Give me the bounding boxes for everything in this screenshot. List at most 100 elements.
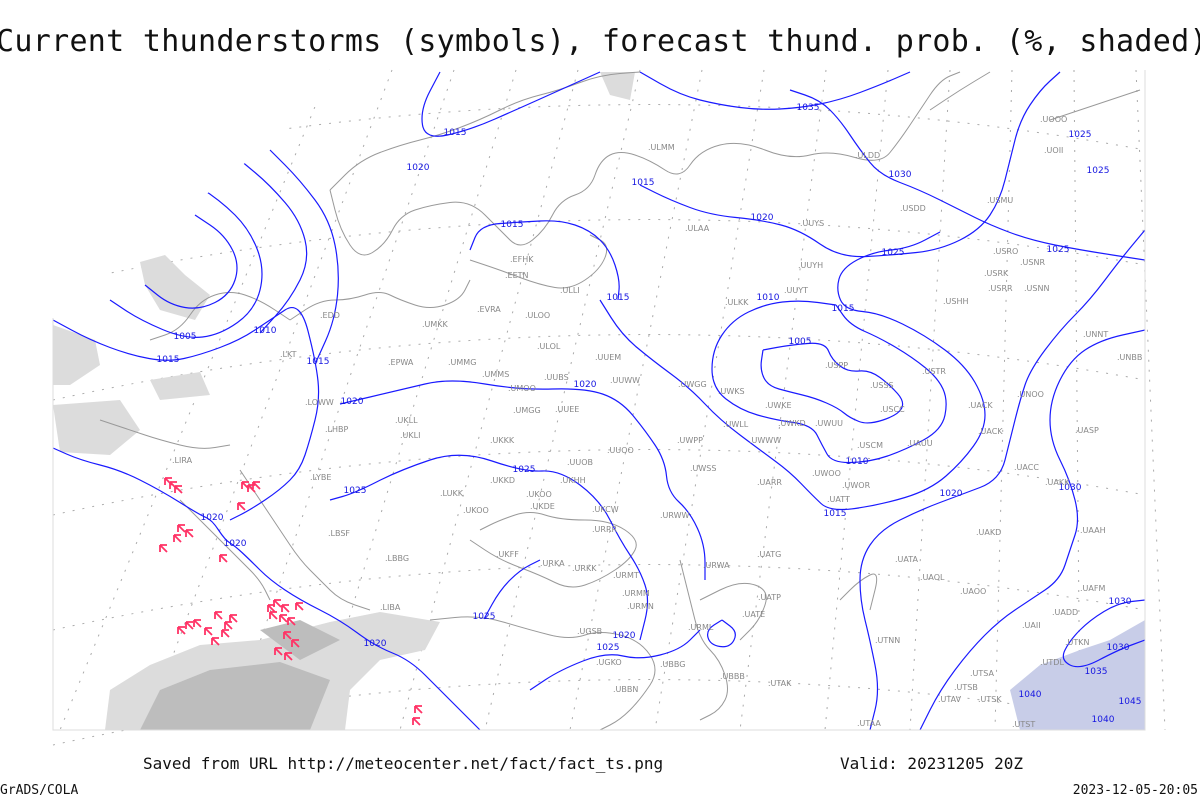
isobar-line xyxy=(599,231,986,511)
station-label: .UKKD xyxy=(490,476,515,485)
thunderstorm-symbol-icon xyxy=(274,647,283,656)
isobar-line xyxy=(329,454,649,641)
station-label: .ULOL xyxy=(537,342,561,351)
station-label: .UBBN xyxy=(613,685,638,694)
station-label: .USRR xyxy=(988,284,1013,293)
station-label: .UMMS xyxy=(482,370,509,379)
probability-area xyxy=(600,72,635,100)
isobar-label: 1015 xyxy=(157,355,180,365)
station-label: .UATP xyxy=(758,593,781,602)
valid-time: Valid: 20231205 20Z xyxy=(840,754,1024,773)
isobar-label: 1020 xyxy=(751,213,774,223)
station-label: .UNBB xyxy=(1117,353,1142,362)
meridian-line xyxy=(1073,69,1081,731)
thunderstorm-symbol-icon xyxy=(219,554,228,563)
isobar-label: 1020 xyxy=(940,489,963,499)
coastline xyxy=(429,616,656,731)
station-label: .URMN xyxy=(627,602,654,611)
isobar-line xyxy=(789,89,1146,261)
station-label: .EVRA xyxy=(477,305,501,314)
isobar-label: 1005 xyxy=(174,332,197,342)
thunderstorm-symbols xyxy=(159,477,423,726)
station-label: .UWSS xyxy=(690,464,716,473)
probability-area xyxy=(53,325,100,385)
parallel-line xyxy=(52,564,1146,631)
thunderstorm-probability-shading xyxy=(53,72,1145,730)
station-label: .UTKN xyxy=(1065,638,1090,647)
coastline xyxy=(329,71,641,191)
isobars xyxy=(52,71,1146,731)
probability-area xyxy=(150,372,210,400)
station-label: .USRK xyxy=(984,269,1009,278)
parallel-line xyxy=(52,219,1146,286)
probability-area-high xyxy=(140,662,330,730)
isobar-label: 1015 xyxy=(307,357,330,367)
probability-area-high xyxy=(260,620,340,660)
station-label: .ULDD xyxy=(855,151,880,160)
station-label: .EFHK xyxy=(510,255,534,264)
station-label: .UKDE xyxy=(530,502,555,511)
station-label: .UGKO xyxy=(596,658,622,667)
station-label: .UADD xyxy=(1052,608,1078,617)
thunderstorm-symbol-icon xyxy=(412,717,421,726)
isobar-line xyxy=(239,159,308,334)
station-label: .UWKD xyxy=(778,419,806,428)
meridian-line xyxy=(824,69,889,731)
station-label: .LIRA xyxy=(172,456,193,465)
isobar-label: 1005 xyxy=(789,337,812,347)
isobar-label: 1025 xyxy=(473,612,496,622)
station-label: .USCC xyxy=(880,405,905,414)
isobar-label: 1010 xyxy=(757,293,780,303)
station-label: .URKA xyxy=(540,559,565,568)
station-label: .UGSB xyxy=(577,627,602,636)
station-label: .UNOO xyxy=(1017,390,1044,399)
station-label: .UUBS xyxy=(544,373,569,382)
isobar-label: 1040 xyxy=(1092,715,1115,725)
coastline xyxy=(929,71,991,111)
station-label: .UAKK xyxy=(1045,478,1070,487)
station-label: .URMM xyxy=(622,589,650,598)
thunderstorm-symbol-icon xyxy=(295,602,304,611)
station-label: .UTSA xyxy=(970,669,995,678)
thunderstorm-symbol-icon xyxy=(269,611,278,620)
isobar-label: 1025 xyxy=(882,248,905,258)
station-label: .UOII xyxy=(1044,146,1063,155)
station-label: .UTAV xyxy=(938,695,962,704)
isobar-label: 1035 xyxy=(1085,667,1108,677)
station-label: .UUEM xyxy=(595,353,621,362)
station-label: .UWKS xyxy=(718,387,745,396)
meridian-line xyxy=(229,69,455,731)
coastline xyxy=(179,499,271,601)
isobar-label: 1010 xyxy=(846,457,869,467)
thunderstorm-symbol-icon xyxy=(283,631,292,640)
isobar-line xyxy=(760,342,904,424)
isobar-line xyxy=(529,629,701,691)
thunderstorm-symbol-icon xyxy=(185,529,194,538)
isobar-line xyxy=(144,214,238,309)
isobar-line xyxy=(707,619,736,648)
station-label: .UATT xyxy=(827,495,850,504)
station-label: .LIBA xyxy=(380,603,401,612)
station-label: .UTAA xyxy=(857,719,881,728)
station-label: .UACK xyxy=(968,401,993,410)
station-label: .UKOO xyxy=(463,506,489,515)
thunderstorm-symbol-icon xyxy=(281,604,290,613)
meridian-line xyxy=(399,69,579,731)
station-label: .EPWA xyxy=(388,358,414,367)
station-label: .UTST xyxy=(1012,720,1035,729)
station-label: .UWUU xyxy=(815,419,843,428)
isobar-label: 1025 xyxy=(1087,166,1110,176)
station-label: .UWOO xyxy=(812,469,841,478)
coastline xyxy=(839,573,878,611)
thunderstorm-symbol-icon xyxy=(287,617,296,626)
station-label: .UKLI xyxy=(400,431,420,440)
isobar-label: 1025 xyxy=(513,465,536,475)
station-label: .UBBB xyxy=(720,672,745,681)
station-label: .UAOO xyxy=(960,587,986,596)
isobar-line xyxy=(711,300,947,464)
isobar-label: 1030 xyxy=(1059,483,1082,493)
isobar-label: 1015 xyxy=(607,293,630,303)
isobar-line xyxy=(339,380,706,580)
thunderstorm-symbol-icon xyxy=(177,626,186,635)
